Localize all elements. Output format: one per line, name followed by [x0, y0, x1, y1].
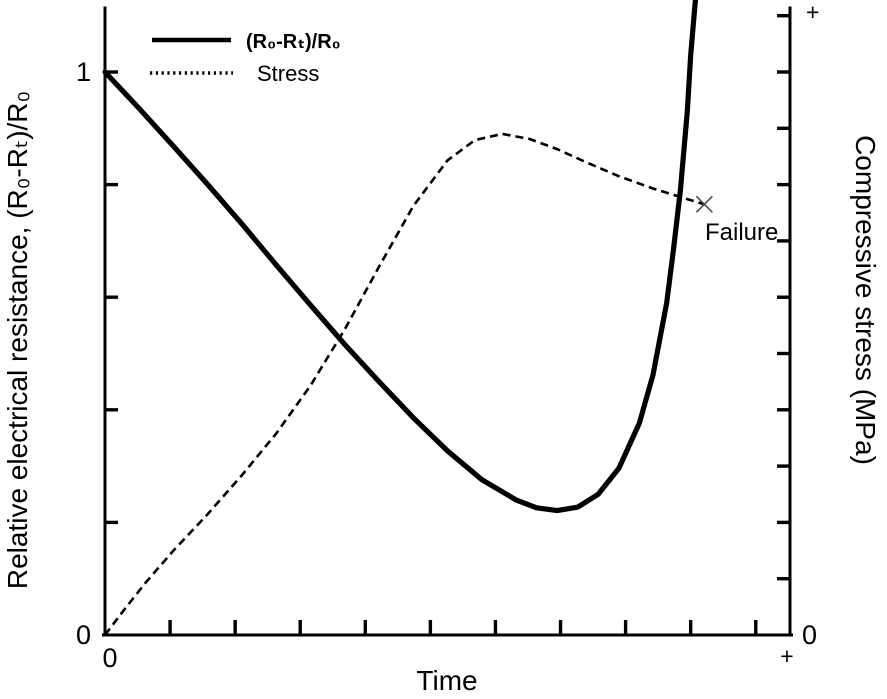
annotation-group — [695, 195, 713, 213]
failure-x-marker — [695, 195, 713, 213]
left-axis-tick-label-one: 1 — [76, 57, 91, 87]
failure-annotation-label: Failure — [705, 219, 778, 246]
x-axis-origin-label: 0 — [102, 643, 117, 673]
legend-label-resistance: (R₀-Rₜ)/R₀ — [246, 31, 341, 53]
legend-group — [150, 37, 233, 75]
right-axis-top-label: + — [806, 0, 819, 25]
x-axis-end-label: + — [780, 643, 793, 669]
left-axis-tick-label-zero: 0 — [76, 620, 91, 650]
legend-label-stress: Stress — [257, 61, 319, 86]
axes-group — [102, 6, 793, 637]
right-axis-title: Compressive stress (MPa) — [850, 135, 881, 465]
right-axis-tick-label-zero: 0 — [802, 620, 817, 650]
series-group — [102, 0, 705, 636]
series-curve-stress — [103, 132, 705, 636]
left-axis-title: Relative electrical resistance, (R₀-Rₜ)/… — [2, 91, 33, 589]
series-curve-resistance — [102, 0, 699, 514]
x-axis-title: Time — [416, 665, 477, 696]
